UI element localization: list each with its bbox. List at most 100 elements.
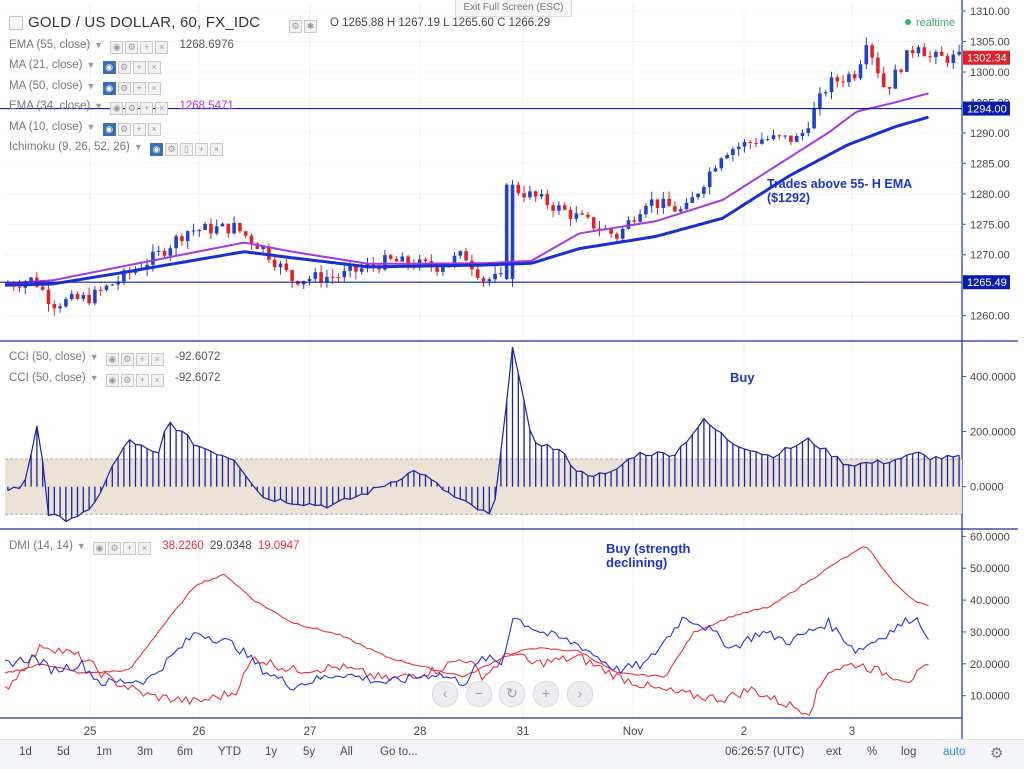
eye-icon[interactable]: ◉ — [149, 143, 163, 156]
candle-body — [916, 47, 921, 54]
settings-icon[interactable]: ⚙ — [117, 82, 131, 95]
legend-dmi[interactable]: DMI (14, 14) ▼ ◉ ⚙ + × 38.2260 29.0348 19.09… — [9, 538, 299, 555]
add-icon[interactable]: + — [140, 102, 154, 115]
chevron-down-icon[interactable]: ▼ — [86, 60, 96, 70]
settings-icon[interactable]: ⚙ — [289, 20, 302, 33]
close-icon[interactable]: × — [147, 61, 161, 74]
zoom-out-icon[interactable]: − — [466, 681, 492, 707]
candle-body — [423, 259, 428, 262]
legend-cci-2[interactable]: CCI (50, close) ▼ ◉ ⚙ + × -92.6072 — [9, 370, 220, 387]
add-icon[interactable]: + — [132, 82, 146, 95]
settings-icon[interactable]: ⚙ — [108, 542, 122, 555]
range-1m[interactable]: 1m — [96, 746, 112, 758]
candle-body — [800, 132, 805, 136]
percent-toggle[interactable]: % — [867, 746, 878, 758]
range-1d[interactable]: 1d — [19, 746, 32, 758]
collapse-icon[interactable] — [9, 16, 23, 30]
settings-icon[interactable]: ⚙ — [117, 123, 131, 136]
log-toggle[interactable]: log — [901, 746, 917, 758]
copy-icon[interactable]: ▯ — [179, 143, 193, 156]
chevron-down-icon[interactable]: ▼ — [86, 122, 96, 132]
range-6m[interactable]: 6m — [177, 746, 193, 758]
eye-icon[interactable]: ◉ — [110, 102, 124, 115]
close-icon[interactable]: × — [147, 123, 161, 136]
range-5d[interactable]: 5d — [57, 746, 70, 758]
gear-icon[interactable]: ✱ — [304, 20, 317, 33]
chevron-down-icon[interactable]: ▼ — [94, 40, 104, 50]
goto-button[interactable]: Go to... — [380, 746, 418, 758]
chevron-down-icon[interactable]: ▼ — [89, 352, 99, 362]
add-icon[interactable]: + — [194, 143, 208, 156]
legend-ema34-label: EMA (34, close) — [9, 100, 91, 112]
scroll-left-icon[interactable]: ‹ — [432, 681, 458, 707]
add-icon[interactable]: + — [132, 61, 146, 74]
auto-toggle[interactable]: auto — [943, 746, 966, 758]
legend-ema34[interactable]: EMA (34, close) ▼ ◉ ⚙ + × 1268.5471 — [9, 98, 234, 115]
range-3m[interactable]: 3m — [137, 746, 153, 758]
legend-ema55[interactable]: EMA (55, close) ▼ ◉ ⚙ + × 1268.6976 — [9, 37, 234, 54]
candle-body — [678, 209, 683, 212]
candle-body — [609, 229, 613, 234]
chevron-down-icon[interactable]: ▼ — [89, 373, 99, 383]
legend-ichimoku[interactable]: Ichimoku (9, 26, 52, 26) ▼ ◉ ⚙ ▯ + × — [9, 139, 225, 156]
add-icon[interactable]: + — [135, 353, 149, 366]
exit-fullscreen-button[interactable]: Exit Full Screen (ESC) — [455, 0, 572, 17]
legend-ma21-label: MA (21, close) — [9, 59, 83, 71]
range-all[interactable]: All — [340, 746, 353, 758]
candle-body — [713, 168, 718, 172]
clock-time[interactable]: 06:26:57 (UTC) — [725, 746, 805, 758]
legend-ma21[interactable]: MA (21, close) ▼ ◉ ⚙ + × — [9, 57, 163, 74]
eye-icon[interactable]: ◉ — [93, 542, 107, 555]
eye-icon[interactable]: ◉ — [102, 82, 116, 95]
close-icon[interactable]: × — [150, 353, 164, 366]
settings-icon[interactable]: ⚙ — [125, 102, 139, 115]
chevron-down-icon[interactable]: ▼ — [94, 101, 104, 111]
settings-icon[interactable]: ⚙ — [164, 143, 178, 156]
candle-body — [435, 267, 439, 272]
add-icon[interactable]: + — [132, 123, 146, 136]
symbol-title[interactable]: GOLD / US DOLLAR, 60, FX_IDC — [28, 14, 261, 31]
last-price-label: 1302.34 — [967, 53, 1007, 65]
eye-icon[interactable]: ◉ — [110, 41, 124, 54]
settings-icon[interactable]: ⚙ — [125, 41, 139, 54]
settings-gear-icon[interactable]: ⚙ — [990, 745, 1004, 762]
range-1y[interactable]: 1y — [265, 746, 278, 758]
chevron-down-icon[interactable]: ▼ — [133, 142, 143, 152]
add-icon[interactable]: + — [140, 41, 154, 54]
settings-icon[interactable]: ⚙ — [117, 61, 131, 74]
chevron-down-icon[interactable]: ▼ — [86, 81, 96, 91]
eye-icon[interactable]: ◉ — [105, 374, 119, 387]
candle-body — [528, 191, 532, 198]
candle-body — [667, 198, 671, 207]
scroll-right-icon[interactable]: › — [567, 681, 593, 707]
close-icon[interactable]: × — [155, 102, 169, 115]
candle-body — [928, 56, 932, 58]
eye-icon[interactable]: ◉ — [102, 61, 116, 74]
ext-toggle[interactable]: ext — [826, 746, 842, 758]
close-icon[interactable]: × — [147, 82, 161, 95]
close-icon[interactable]: × — [155, 41, 169, 54]
chevron-down-icon[interactable]: ▼ — [76, 541, 86, 551]
add-icon[interactable]: + — [123, 542, 137, 555]
close-icon[interactable]: × — [138, 542, 152, 555]
close-icon[interactable]: × — [150, 374, 164, 387]
reset-icon[interactable]: ↻ — [499, 681, 525, 707]
close-icon[interactable]: × — [209, 143, 223, 156]
legend-ma50[interactable]: MA (50, close) ▼ ◉ ⚙ + × — [9, 78, 163, 95]
realtime-status: realtime — [905, 17, 955, 29]
settings-icon[interactable]: ⚙ — [120, 353, 134, 366]
legend-cci-1[interactable]: CCI (50, close) ▼ ◉ ⚙ + × -92.6072 — [9, 349, 220, 366]
candle-body — [806, 128, 811, 133]
range-ytd[interactable]: YTD — [218, 746, 241, 758]
settings-icon[interactable]: ⚙ — [120, 374, 134, 387]
candle-body — [719, 158, 724, 169]
candle-body — [504, 184, 509, 280]
range-5y[interactable]: 5y — [303, 746, 316, 758]
eye-icon[interactable]: ◉ — [102, 123, 116, 136]
zoom-in-icon[interactable]: + — [533, 681, 559, 707]
x-tick-label: 28 — [414, 726, 427, 738]
add-icon[interactable]: + — [135, 374, 149, 387]
legend-ma10[interactable]: MA (10, close) ▼ ◉ ⚙ + × — [9, 119, 163, 136]
eye-icon[interactable]: ◉ — [105, 353, 119, 366]
